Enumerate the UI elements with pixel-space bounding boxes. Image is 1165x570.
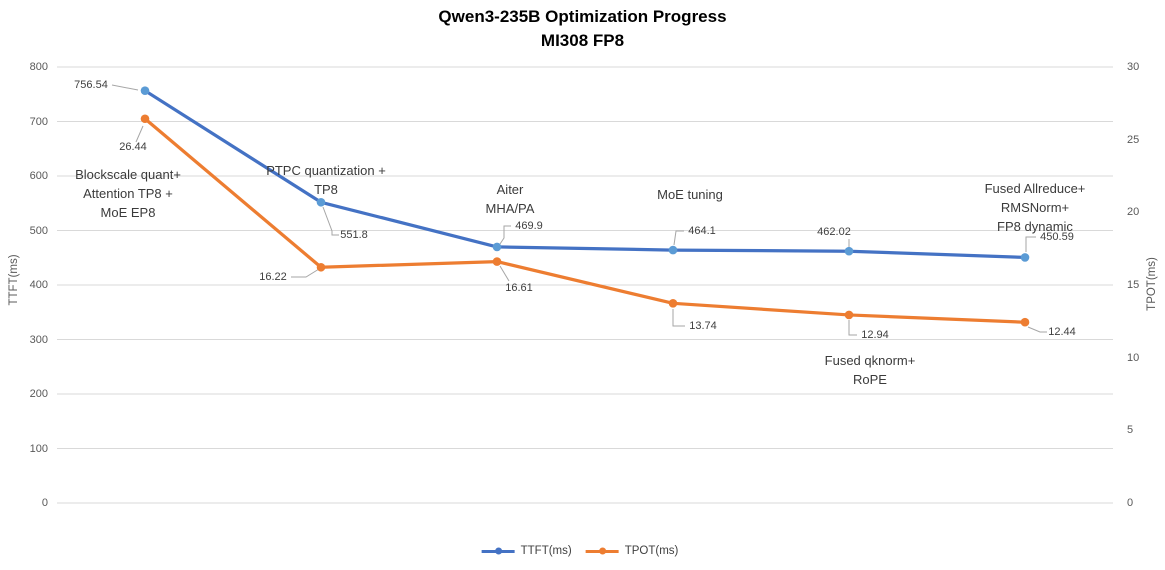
y-axis-tick-left: 500 (29, 224, 48, 237)
data-label: 12.44 (1048, 326, 1076, 338)
category-annotation: Fused qknorm+ RoPE (825, 351, 916, 389)
category-annotation-line: TP8 (314, 182, 338, 197)
data-point-marker (844, 310, 854, 320)
data-label-leader-line (1027, 326, 1047, 333)
data-label-leader-line (672, 309, 685, 327)
y-axis-tick-left: 200 (29, 388, 48, 400)
category-annotation-line: MHA/PA (485, 201, 535, 216)
chart-legend: TTFT(ms) TPOT(ms) (481, 545, 679, 557)
category-annotation-line: Aiter (496, 182, 524, 197)
y-axis-tick-right: 0 (1127, 497, 1134, 509)
data-label: 551.8 (340, 229, 368, 241)
data-point-marker (316, 197, 326, 207)
chart-title: Qwen3-235B Optimization Progress (438, 7, 727, 26)
data-label: 12.94 (861, 329, 889, 341)
data-label-leader-line (499, 225, 511, 245)
category-annotation-line: RoPE (853, 372, 887, 387)
data-label: 26.44 (119, 141, 147, 153)
chart-subtitle: MI308 FP8 (540, 31, 625, 50)
legend-label: TTFT(ms) (520, 545, 572, 557)
legend-item-ttft-ms[interactable]: TTFT(ms) (481, 545, 572, 557)
y-axis-tick-right: 5 (1127, 424, 1134, 437)
category-annotation: Blockscale quant+ Attention TP8 + MoE EP8 (75, 165, 181, 222)
category-annotation-line: RMSNorm+ (1000, 200, 1070, 215)
data-point-marker (316, 262, 326, 272)
data-label-leader-line (1025, 236, 1036, 252)
data-point-marker (140, 86, 150, 95)
data-label: 16.22 (259, 271, 287, 283)
data-label-leader-line (135, 125, 144, 143)
category-annotation-line: Fused Allreduce+ (984, 181, 1086, 196)
y-axis-tick-right: 10 (1127, 351, 1140, 364)
y-axis-tick-left: 400 (29, 279, 48, 291)
data-label-leader-line (111, 84, 139, 91)
data-point-marker (1020, 253, 1030, 262)
y-axis-tick-left: 300 (29, 333, 48, 346)
category-annotation-line: Fused qknorm+ (824, 353, 916, 368)
category-annotation-line: FP8 dynamic (997, 219, 1073, 234)
data-point-marker (492, 257, 502, 266)
data-label: 464.1 (688, 225, 716, 237)
right-axis-title: TPOT(ms) (1146, 257, 1158, 311)
data-label-leader-line (673, 230, 684, 246)
category-annotation: PTPC quantization + TP8 (266, 161, 386, 199)
data-label-leader-line (322, 206, 339, 236)
data-label: 469.9 (515, 220, 543, 232)
category-annotation-line: MoE EP8 (100, 205, 156, 220)
data-label-leader-line (499, 265, 510, 282)
y-axis-tick-left: 100 (29, 442, 48, 455)
category-annotation: Fused Allreduce+ RMSNorm+ FP8 dynamic (985, 179, 1086, 236)
data-label-leader-line (848, 320, 857, 336)
data-label: 16.61 (505, 282, 533, 294)
data-point-marker (1020, 317, 1030, 327)
y-axis-tick-right: 30 (1127, 61, 1140, 73)
category-annotation-line: PTPC quantization + (266, 163, 386, 178)
data-label: 13.74 (689, 320, 717, 332)
data-label: 462.02 (817, 226, 851, 238)
category-annotation-line: Blockscale quant+ (75, 167, 181, 182)
data-point-marker (668, 245, 678, 255)
category-annotation-line: MoE tuning (657, 187, 723, 202)
y-axis-tick-right: 15 (1127, 279, 1140, 291)
data-label: 756.54 (74, 79, 108, 91)
data-point-marker (844, 246, 854, 256)
category-annotation-line: Attention TP8 + (83, 186, 173, 201)
y-axis-tick-left: 700 (29, 115, 48, 128)
category-annotation: MoE tuning (657, 185, 723, 204)
y-axis-tick-right: 25 (1127, 133, 1140, 146)
y-axis-tick-right: 20 (1127, 206, 1140, 219)
y-axis-tick-left: 800 (29, 61, 48, 73)
data-point-marker (140, 114, 150, 124)
data-label: 450.59 (1040, 231, 1074, 243)
left-axis-title: TTFT(ms) (8, 254, 20, 306)
data-point-marker (668, 299, 678, 308)
data-label-leader-line (291, 268, 320, 278)
y-axis-tick-left: 600 (29, 170, 48, 182)
legend-line-marker-swatch (585, 549, 619, 553)
category-annotation: Aiter MHA/PA (486, 180, 535, 218)
legend-item-tpot-ms[interactable]: TPOT(ms) (585, 545, 679, 557)
tpot-ms-line (143, 117, 1027, 324)
legend-label: TPOT(ms) (624, 545, 679, 557)
data-point-marker (492, 242, 502, 252)
legend-line-marker-swatch (481, 549, 515, 553)
y-axis-tick-left: 0 (41, 497, 48, 509)
